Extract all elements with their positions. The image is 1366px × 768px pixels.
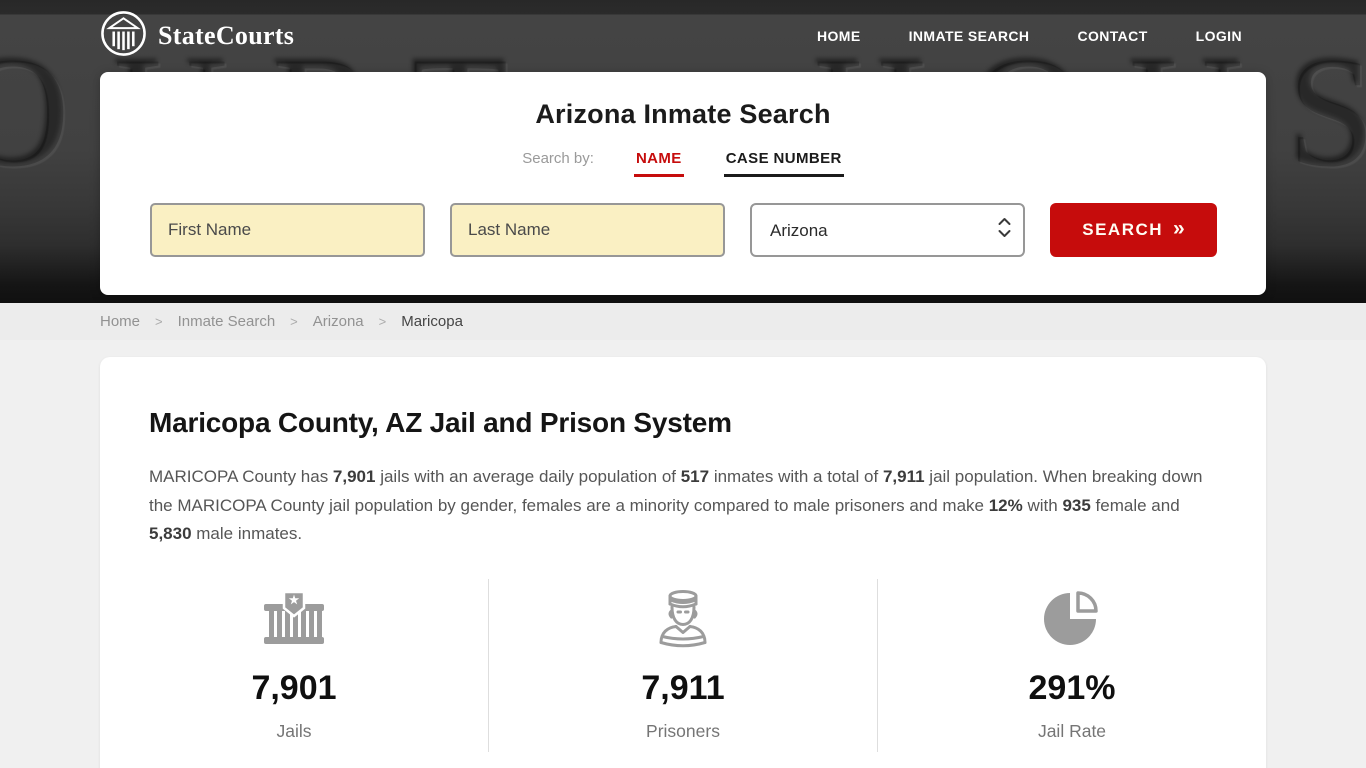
breadcrumb-inmate-search[interactable]: Inmate Search	[177, 313, 276, 330]
breadcrumb: Home > Inmate Search > Arizona > Maricop…	[0, 303, 1366, 340]
breadcrumb-home[interactable]: Home	[100, 313, 141, 330]
courthouse-logo-icon	[100, 10, 147, 62]
stat-label-prisoners: Prisoners	[646, 720, 720, 741]
brand-name: StateCourts	[158, 21, 295, 50]
breadcrumb-arizona[interactable]: Arizona	[312, 313, 364, 330]
prisoner-icon	[489, 583, 877, 649]
stat-jails: 7,901 Jails	[100, 579, 488, 752]
brand-logo[interactable]: StateCourts	[100, 10, 294, 62]
stat-prisoners: 7,911 Prisoners	[488, 578, 877, 752]
nav-item-home[interactable]: HOME	[817, 28, 861, 44]
county-info-card: Maricopa County, AZ Jail and Prison Syst…	[100, 357, 1266, 768]
nav-item-contact[interactable]: CONTACT	[1077, 28, 1148, 44]
state-select-wrap: Arizona	[750, 203, 1025, 257]
inmate-search-card: Arizona Inmate Search Search by: NAME CA…	[100, 72, 1266, 295]
search-form: Arizona SEARCH »	[150, 203, 1266, 257]
nav-item-login[interactable]: LOGIN	[1195, 28, 1242, 44]
first-name-input[interactable]	[150, 203, 425, 257]
page-title: Maricopa County, AZ Jail and Prison Syst…	[149, 407, 732, 438]
last-name-input[interactable]	[450, 203, 725, 257]
tab-case-number[interactable]: CASE NUMBER	[723, 150, 844, 177]
double-chevron-right-icon: »	[1173, 217, 1185, 240]
pie-chart-icon	[878, 583, 1266, 649]
search-card-title: Arizona Inmate Search	[535, 99, 831, 129]
hero-header: COURT · HOUSE StateCourts HO	[0, 0, 1366, 303]
stat-value-jails: 7,901	[251, 668, 337, 707]
breadcrumb-separator-icon: >	[378, 314, 387, 329]
search-by-tabs: Search by: NAME CASE NUMBER	[100, 150, 1266, 177]
stat-label-jail-rate: Jail Rate	[1037, 720, 1107, 741]
tab-name[interactable]: NAME	[633, 150, 684, 177]
search-by-label: Search by:	[522, 150, 594, 167]
breadcrumb-separator-icon: >	[155, 314, 163, 329]
breadcrumb-maricopa: Maricopa	[401, 313, 463, 330]
stat-label-jails: Jails	[276, 720, 312, 741]
nav-item-inmate-search[interactable]: INMATE SEARCH	[908, 28, 1030, 44]
state-select[interactable]: Arizona	[750, 203, 1025, 257]
stats-row: 7,901 Jails	[100, 578, 1266, 752]
search-button-label: SEARCH	[1082, 220, 1164, 239]
jail-icon	[100, 583, 488, 649]
county-summary-paragraph: MARICOPA County has 7,901 jails with an …	[149, 467, 1203, 543]
stat-jail-rate: 291% Jail Rate	[877, 578, 1266, 752]
stat-value-prisoners: 7,911	[641, 668, 725, 707]
breadcrumb-separator-icon: >	[290, 314, 298, 329]
stat-value-jail-rate: 291%	[1028, 668, 1116, 707]
main-nav: HOME INMATE SEARCH CONTACT LOGIN	[817, 28, 1242, 44]
top-navigation-bar: StateCourts HOME INMATE SEARCH CONTACT L…	[0, 0, 1366, 72]
search-button[interactable]: SEARCH »	[1050, 203, 1217, 257]
